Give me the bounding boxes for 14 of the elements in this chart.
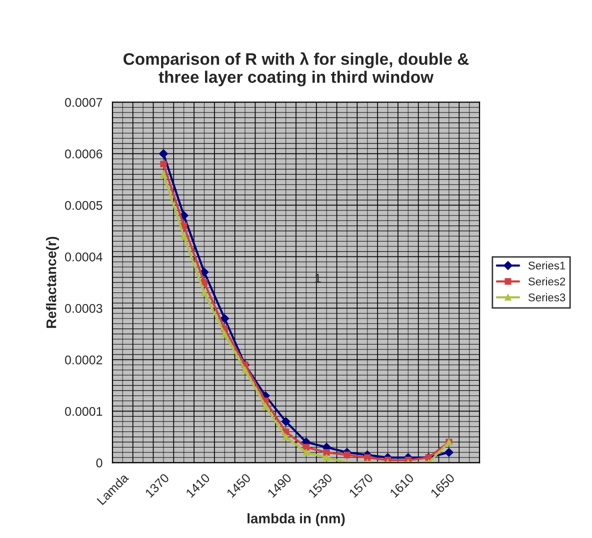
legend-label: Series1 [528, 261, 566, 270]
y-tick-label: 0.0001 [65, 406, 102, 416]
legend-label: Series2 [528, 277, 566, 286]
y-tick-label: 0 [96, 458, 102, 468]
y-tick-label: 0.0004 [65, 252, 102, 262]
y-axis-title: Reflactance(r) [46, 236, 59, 328]
x-axis-title: lambda in (nm) [248, 513, 345, 526]
y-tick-label: 0.0002 [65, 355, 102, 364]
chart-title: Comparison of R with λ for single, double & three layer coating in third window [124, 52, 469, 86]
y-tick-label: 0.0005 [65, 201, 102, 210]
y-tick-label: 0.0006 [65, 150, 102, 158]
legend-label: Series3 [528, 293, 566, 302]
y-tick-label: 0.0003 [65, 304, 102, 313]
y-tick-label: 0.0007 [65, 98, 102, 107]
